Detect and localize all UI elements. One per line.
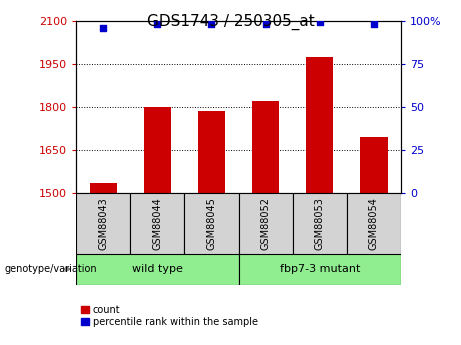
Point	[100, 25, 107, 30]
Bar	[293, 193, 347, 254]
Point	[262, 21, 269, 27]
Bar	[198, 111, 225, 193]
Text: GDS1743 / 250305_at: GDS1743 / 250305_at	[147, 14, 314, 30]
Bar	[76, 193, 130, 254]
Bar	[89, 183, 117, 193]
Text: GSM88052: GSM88052	[260, 197, 271, 250]
Text: GSM88053: GSM88053	[315, 197, 325, 250]
Bar	[130, 193, 184, 254]
Text: GSM88044: GSM88044	[152, 197, 162, 250]
Bar	[76, 254, 238, 285]
Text: GSM88045: GSM88045	[207, 197, 217, 250]
Point	[208, 21, 215, 27]
Bar	[347, 193, 401, 254]
Bar	[184, 193, 239, 254]
Text: wild type: wild type	[132, 264, 183, 274]
Text: fbp7-3 mutant: fbp7-3 mutant	[280, 264, 360, 274]
Point	[316, 20, 324, 25]
Text: GSM88043: GSM88043	[98, 197, 108, 250]
Bar	[144, 107, 171, 193]
Bar	[252, 101, 279, 193]
Legend: count, percentile rank within the sample: count, percentile rank within the sample	[81, 305, 258, 327]
Bar	[238, 193, 293, 254]
Bar	[238, 254, 401, 285]
Bar	[361, 137, 388, 193]
Bar	[306, 57, 333, 193]
Text: GSM88054: GSM88054	[369, 197, 379, 250]
Text: genotype/variation: genotype/variation	[5, 264, 97, 274]
Point	[154, 21, 161, 27]
Point	[370, 21, 378, 27]
